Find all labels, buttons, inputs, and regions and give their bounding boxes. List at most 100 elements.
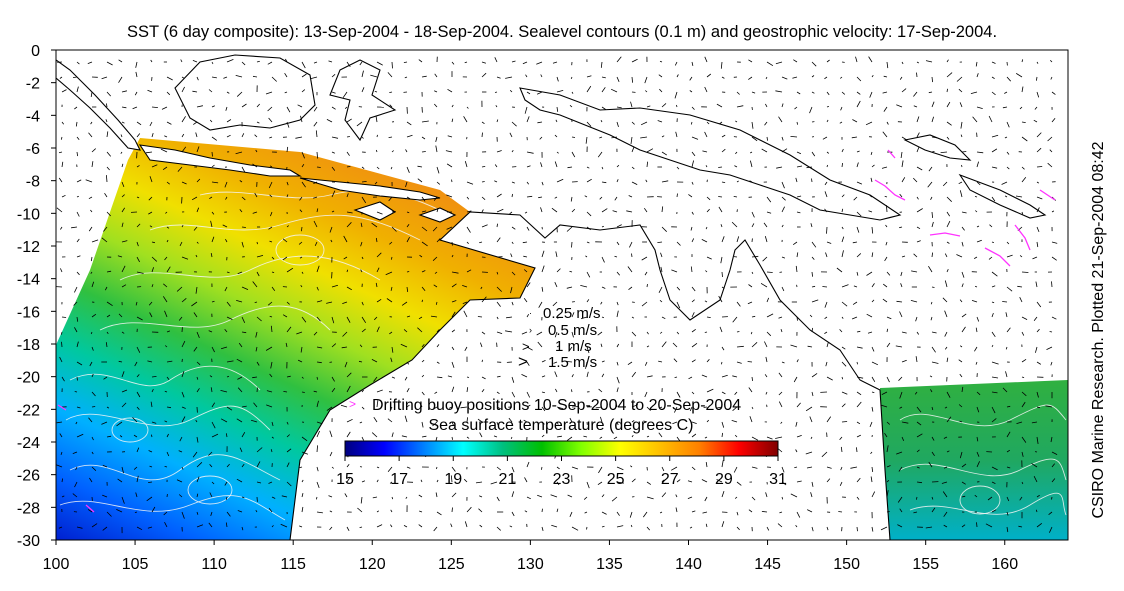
velocity-arrow [614, 255, 618, 258]
velocity-arrow [811, 241, 817, 248]
velocity-arrow [761, 148, 768, 153]
velocity-arrow [466, 417, 468, 423]
velocity-arrow [946, 101, 951, 108]
velocity-arrow [481, 376, 486, 380]
velocity-arrow [511, 60, 516, 63]
velocity-arrow [191, 301, 198, 307]
velocity-arrow [601, 373, 605, 378]
velocity-arrow [796, 480, 802, 483]
velocity-arrow [658, 432, 663, 438]
velocity-arrow [826, 466, 832, 469]
velocity-arrow [661, 151, 668, 156]
velocity-arrow [387, 466, 393, 472]
velocity-arrow [299, 525, 303, 528]
velocity-arrow [89, 361, 93, 367]
velocity-arrow [166, 226, 170, 229]
velocity-arrow [136, 165, 140, 168]
velocity-arrow [1049, 149, 1053, 153]
velocity-arrow [421, 421, 424, 428]
velocity-arrow [166, 266, 171, 273]
velocity-arrow [433, 284, 438, 288]
velocity-arrow [1002, 106, 1008, 109]
velocity-arrow [899, 193, 903, 198]
velocity-arrow [766, 331, 772, 337]
velocity-arrow [691, 299, 695, 303]
velocity-arrow [211, 236, 215, 243]
velocity-arrow [795, 524, 798, 528]
velocity-arrow [496, 237, 501, 243]
velocity-arrow [658, 74, 663, 78]
velocity-arrow [601, 76, 606, 79]
velocity-arrow [898, 376, 903, 381]
velocity-arrow [839, 329, 843, 333]
velocity-arrow [946, 241, 950, 244]
velocity-arrow [731, 221, 738, 228]
velocity-arrow [882, 298, 888, 303]
velocity-arrow [946, 269, 949, 273]
velocity-arrow [61, 341, 63, 348]
velocity-arrow [179, 436, 183, 442]
velocity-arrow [536, 91, 543, 95]
velocity-arrow [1006, 466, 1011, 469]
velocity-arrow [316, 511, 323, 514]
velocity-arrow [151, 106, 158, 108]
velocity-arrow [225, 106, 228, 111]
velocity-arrow [689, 526, 693, 529]
velocity-arrow [391, 432, 394, 438]
velocity-arrow [585, 331, 588, 335]
velocity-arrow [571, 389, 573, 393]
velocity-arrow [931, 136, 938, 139]
velocity-arrow [269, 315, 273, 318]
velocity-arrow [796, 359, 799, 363]
velocity-arrow [1002, 301, 1008, 303]
velocity-arrow [419, 510, 423, 513]
velocity-arrow [360, 222, 363, 228]
velocity-arrow [976, 181, 981, 186]
velocity-arrow [841, 346, 846, 350]
velocity-arrow [406, 404, 410, 408]
velocity-arrow [811, 285, 816, 288]
velocity-arrow [236, 300, 243, 303]
velocity-arrow [421, 241, 428, 247]
velocity-arrow [419, 254, 423, 258]
velocity-arrow [551, 524, 558, 528]
velocity-arrow [775, 90, 783, 93]
velocity-arrow [1036, 436, 1039, 444]
velocity-arrow [720, 256, 723, 264]
velocity-arrow [882, 91, 888, 94]
velocity-arrow [448, 406, 453, 409]
velocity-arrow [1002, 387, 1008, 393]
velocity-arrow [494, 180, 498, 183]
velocity-arrow [286, 146, 289, 153]
velocity-arrow [706, 256, 712, 260]
velocity-arrow [451, 61, 455, 65]
velocity-arrow [910, 300, 918, 303]
velocity-arrow [806, 466, 813, 469]
velocity-arrow [329, 430, 333, 438]
velocity-arrow [537, 121, 543, 124]
y-tick-label: -20 [17, 370, 40, 387]
velocity-arrow [196, 241, 199, 244]
velocity-legend-arrow-2: › [529, 325, 532, 335]
velocity-arrow [601, 225, 604, 228]
velocity-arrow [522, 241, 528, 244]
velocity-arrow [421, 391, 425, 396]
velocity-arrow [706, 359, 710, 363]
velocity-arrow [599, 436, 603, 439]
velocity-arrow [840, 466, 843, 471]
velocity-arrow [976, 451, 980, 457]
velocity-arrow [946, 450, 950, 453]
velocity-arrow [916, 496, 918, 500]
velocity-arrow [886, 328, 889, 333]
velocity-arrow [463, 116, 468, 123]
velocity-arrow [630, 465, 633, 468]
velocity-arrow [676, 241, 681, 246]
velocity-arrow [645, 179, 648, 183]
velocity-arrow [1006, 449, 1011, 453]
velocity-arrow [136, 316, 143, 321]
velocity-arrow [586, 241, 590, 244]
velocity-arrow [972, 116, 978, 123]
x-tick-label: 125 [438, 556, 465, 573]
velocity-arrow [481, 331, 486, 335]
velocity-arrow [147, 360, 153, 363]
